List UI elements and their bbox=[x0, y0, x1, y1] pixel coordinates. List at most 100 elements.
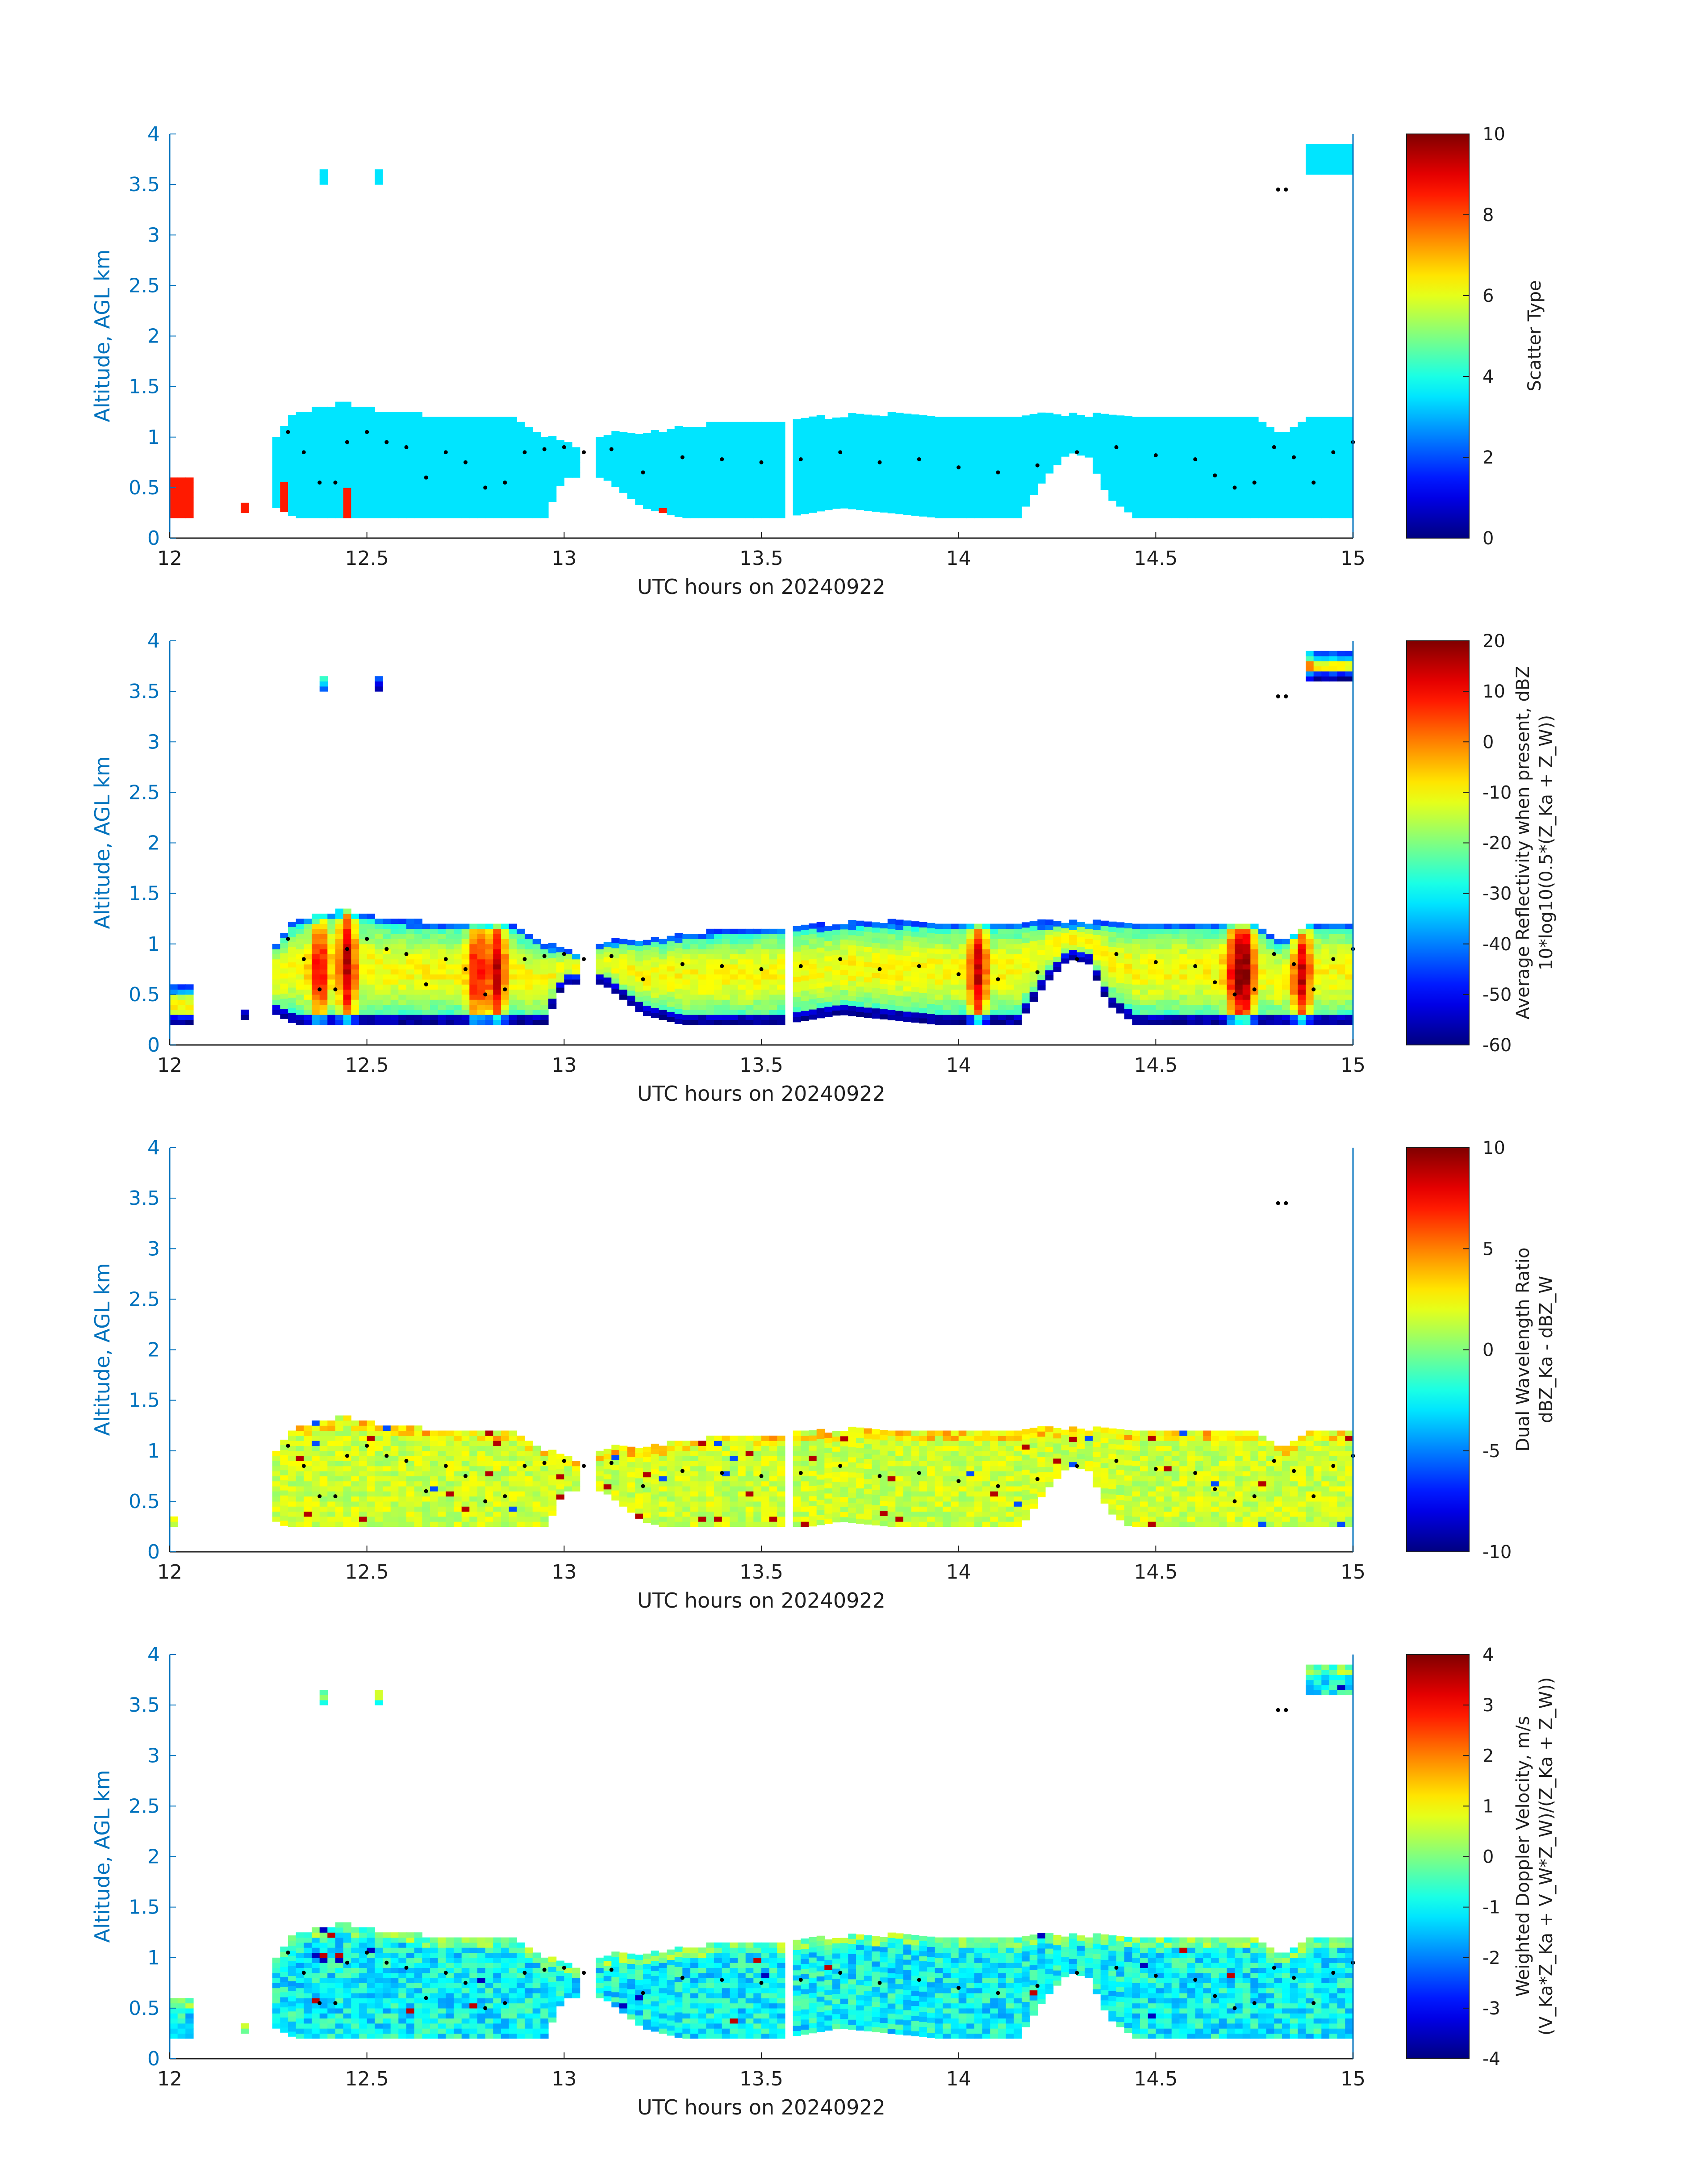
heatmap-cell bbox=[327, 919, 336, 924]
heatmap-cell bbox=[477, 432, 486, 438]
heatmap-cell bbox=[556, 952, 564, 957]
heatmap-cell bbox=[1171, 432, 1180, 438]
heatmap-cell bbox=[1187, 959, 1196, 965]
heatmap-cell bbox=[327, 964, 336, 969]
heatmap-cell bbox=[880, 923, 888, 928]
heatmap-cell bbox=[990, 959, 998, 965]
heatmap-cell bbox=[375, 974, 383, 980]
heatmap-cell bbox=[296, 954, 304, 960]
heatmap-cell bbox=[848, 484, 856, 489]
heatmap-cell bbox=[1037, 955, 1046, 960]
heatmap-cell bbox=[943, 989, 951, 995]
heatmap-cell bbox=[864, 1007, 872, 1013]
heatmap-cell bbox=[730, 422, 738, 427]
heatmap-cell bbox=[1171, 482, 1180, 488]
heatmap-cell bbox=[982, 447, 990, 453]
heatmap-cell bbox=[1187, 1009, 1196, 1015]
heatmap-cell bbox=[1045, 453, 1054, 459]
colorbar-label: Scatter Type bbox=[1524, 280, 1545, 392]
heatmap-cell bbox=[319, 406, 328, 412]
heatmap-cell bbox=[1116, 481, 1125, 487]
heatmap-cell bbox=[383, 462, 391, 468]
heatmap-cell bbox=[1250, 493, 1259, 498]
heatmap-cell bbox=[335, 919, 344, 924]
heatmap-cell bbox=[564, 974, 572, 980]
heatmap-cell bbox=[738, 954, 746, 960]
heatmap-cell bbox=[722, 472, 730, 478]
heatmap-cell bbox=[911, 987, 919, 992]
heatmap-cell bbox=[280, 491, 288, 497]
heatmap-cell bbox=[398, 487, 407, 493]
heatmap-cell bbox=[1306, 508, 1314, 513]
heatmap-cell bbox=[1014, 502, 1022, 508]
heatmap-cell bbox=[769, 467, 777, 473]
heatmap-cell bbox=[1203, 417, 1211, 422]
heatmap-cell bbox=[414, 934, 422, 939]
heatmap-cell bbox=[1195, 432, 1203, 438]
heatmap-cell bbox=[911, 439, 919, 445]
heatmap-cell bbox=[1148, 427, 1156, 432]
heatmap-cell bbox=[824, 961, 833, 967]
heatmap-cell bbox=[1140, 1009, 1148, 1015]
heatmap-cell bbox=[816, 481, 825, 486]
heatmap-cell bbox=[1313, 452, 1322, 458]
heatmap-cell bbox=[525, 432, 533, 438]
heatmap-cell bbox=[801, 498, 809, 504]
heatmap-cell bbox=[1203, 472, 1211, 478]
heatmap-cell bbox=[698, 1015, 706, 1020]
heatmap-cell bbox=[722, 462, 730, 468]
lidar-dot bbox=[443, 450, 448, 455]
heatmap-cell bbox=[872, 993, 880, 999]
heatmap-cell bbox=[1235, 427, 1243, 432]
heatmap-cell bbox=[895, 945, 904, 950]
heatmap-cell bbox=[548, 456, 557, 462]
heatmap-cell bbox=[422, 467, 430, 473]
heatmap-cell bbox=[1006, 477, 1014, 483]
heatmap-cell bbox=[1171, 1004, 1180, 1010]
heatmap-cell bbox=[659, 447, 667, 453]
heatmap-cell bbox=[1116, 496, 1125, 502]
heatmap-cell bbox=[690, 502, 699, 508]
heatmap-cell bbox=[312, 487, 320, 493]
heatmap-cell bbox=[1282, 497, 1290, 503]
heatmap-cell bbox=[635, 956, 643, 961]
heatmap-cell bbox=[887, 969, 896, 975]
heatmap-cell bbox=[501, 472, 509, 478]
heatmap-cell bbox=[1061, 431, 1069, 437]
heatmap-cell bbox=[1306, 417, 1314, 422]
heatmap-cell bbox=[809, 994, 817, 999]
heatmap-cell bbox=[1171, 923, 1180, 929]
heatmap-cell bbox=[801, 930, 809, 935]
heatmap-cell bbox=[730, 1009, 738, 1015]
heatmap-cell bbox=[485, 994, 493, 1000]
heatmap-cell bbox=[1203, 974, 1211, 980]
heatmap-cell bbox=[1022, 491, 1030, 497]
heatmap-cell bbox=[1250, 513, 1259, 518]
heatmap-cell bbox=[343, 944, 351, 949]
heatmap-cell bbox=[848, 970, 856, 976]
heatmap-cell bbox=[1014, 452, 1022, 458]
heatmap-cell bbox=[1345, 472, 1353, 478]
heatmap-cell bbox=[674, 943, 683, 949]
heatmap-cell bbox=[1306, 159, 1314, 165]
heatmap-cell bbox=[958, 979, 967, 985]
heatmap-cell bbox=[603, 962, 612, 968]
heatmap-cell bbox=[682, 939, 691, 944]
heatmap-cell bbox=[801, 945, 809, 950]
heatmap-cell bbox=[1022, 476, 1030, 481]
heatmap-cell bbox=[540, 508, 549, 513]
heatmap-cell bbox=[1274, 502, 1282, 508]
heatmap-cell bbox=[1266, 969, 1274, 975]
heatmap-cell bbox=[469, 457, 478, 463]
heatmap-cell bbox=[1227, 472, 1235, 478]
heatmap-cell bbox=[927, 1014, 935, 1020]
heatmap-cell bbox=[1022, 947, 1030, 953]
heatmap-cell bbox=[1306, 671, 1314, 677]
heatmap-cell bbox=[1140, 467, 1148, 473]
heatmap-cell bbox=[698, 508, 706, 513]
heatmap-cell bbox=[1053, 450, 1061, 455]
heatmap-cell bbox=[1037, 473, 1046, 479]
heatmap-cell bbox=[517, 452, 525, 458]
heatmap-cell bbox=[461, 508, 470, 513]
